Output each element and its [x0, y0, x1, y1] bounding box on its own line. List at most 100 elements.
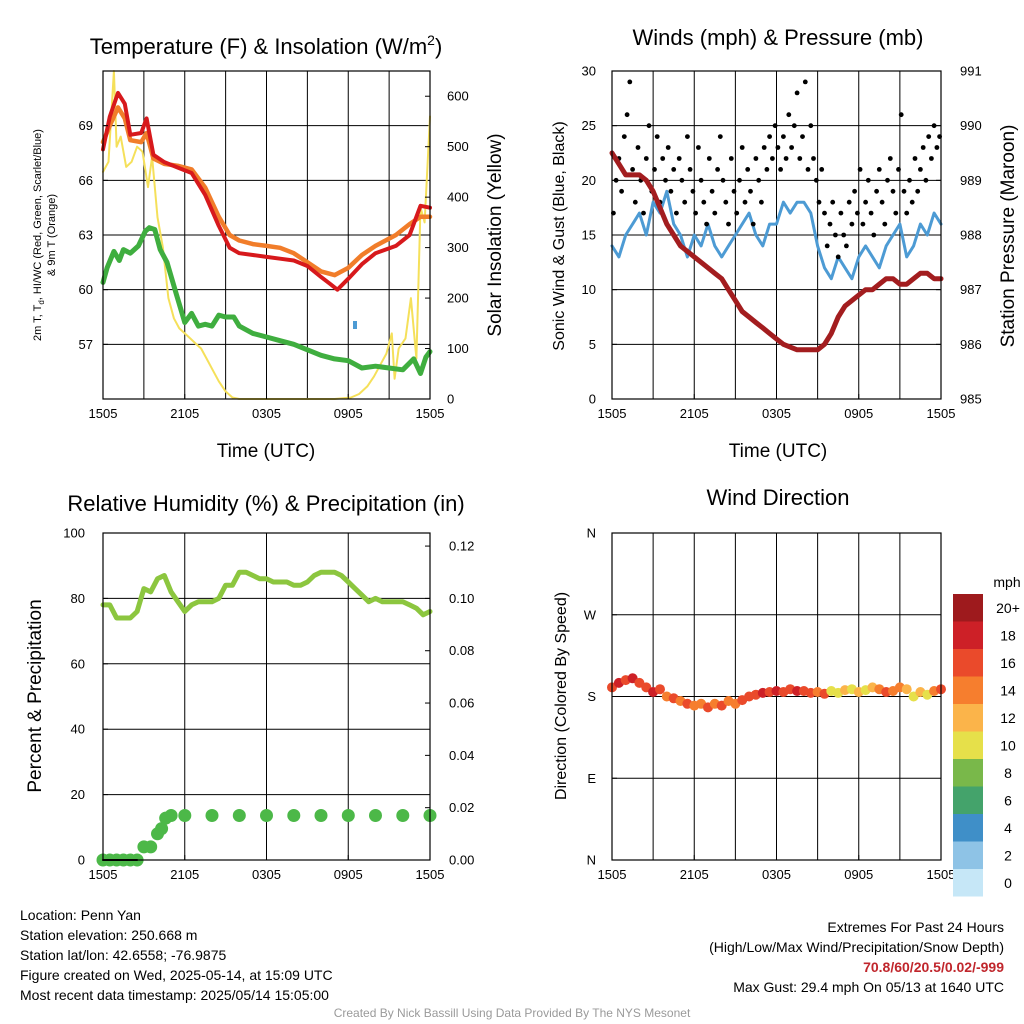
- y2-tick-label: 987: [960, 282, 982, 297]
- gust-point: [893, 210, 899, 216]
- pressure-series-line: [609, 150, 944, 353]
- colorbar-label: 16: [1000, 655, 1016, 671]
- y2-tick-label: 0.10: [449, 591, 474, 606]
- gust-point: [731, 188, 737, 194]
- y-tick-label: 25: [582, 118, 596, 133]
- x-tick-label: 0905: [334, 867, 363, 882]
- x-tick-label: 1505: [598, 867, 627, 882]
- station-elevation: Station elevation: 250.668 m: [20, 927, 198, 943]
- x-tick-label: 0305: [252, 406, 281, 421]
- colorbar: 0 2 4 6 8 10 12 14 16 18 20+ mph: [953, 574, 1021, 897]
- precip-point: [178, 809, 192, 822]
- gust-point: [682, 199, 688, 205]
- precip-point: [232, 809, 246, 822]
- gust-point: [759, 199, 764, 205]
- x-tick-label: 2105: [170, 867, 199, 882]
- gust-point: [635, 145, 641, 150]
- y2-tick-label: 0.12: [449, 539, 474, 554]
- chart-title: Relative Humidity (%) & Precipitation (i…: [67, 491, 464, 516]
- wind-series-line: [610, 189, 943, 281]
- y-tick-label: 20: [582, 173, 596, 188]
- gust-point: [857, 167, 863, 172]
- gust-point: [871, 232, 877, 238]
- gust-point: [720, 177, 726, 183]
- y-axis-label: Sonic Wind & Gust (Blue, Black): [551, 121, 568, 350]
- x-tick-label: 1505: [89, 867, 118, 882]
- gust-point: [885, 177, 890, 183]
- colorbar-swatch: [953, 621, 983, 649]
- gust-point: [811, 156, 816, 161]
- gust-point: [660, 156, 666, 161]
- y-tick-label: 0: [78, 853, 85, 868]
- y-tick-label: S: [587, 689, 596, 704]
- gust-point: [794, 90, 800, 96]
- y2-tick-label: 200: [447, 291, 469, 306]
- gust-point: [846, 199, 852, 205]
- y-tick-label: 63: [79, 228, 93, 243]
- gust-point: [865, 177, 871, 183]
- gust-point: [898, 112, 904, 118]
- y-tick-label: 15: [582, 228, 596, 243]
- y-tick-label: 5: [589, 337, 596, 352]
- extremes-title: Extremes For Past 24 Hours: [827, 919, 1004, 935]
- x-tick-label: 1505: [416, 867, 445, 882]
- y-tick-label: 20: [71, 787, 85, 802]
- y2-tick-label: 0.04: [449, 748, 474, 763]
- y2-tick-label: 300: [447, 240, 469, 255]
- colorbar-label: 4: [1004, 820, 1012, 836]
- colorbar-swatch: [953, 731, 983, 759]
- x-tick-label: 1505: [598, 406, 627, 421]
- gust-point: [808, 123, 814, 129]
- y-tick-label: N: [587, 853, 596, 868]
- x-tick-label: 0305: [252, 867, 281, 882]
- x-tick-label: 0905: [844, 406, 873, 421]
- y-axis-label-line1: 2m T, Td, HI/WC (Red, Green, Scarlet/Blu…: [32, 129, 46, 341]
- gust-point: [901, 188, 907, 194]
- precip-point: [287, 809, 301, 822]
- gust-point: [671, 167, 677, 172]
- insolation-series-line: [102, 70, 431, 400]
- x-tick-label: 1505: [416, 406, 445, 421]
- gust-point: [844, 243, 849, 249]
- gust-point: [830, 199, 836, 205]
- precip-point: [144, 840, 158, 854]
- gust-point: [929, 156, 934, 161]
- y-axis-label-line2: & 9m T (Orange): [46, 194, 58, 276]
- gust-point: [698, 177, 704, 183]
- colorbar-swatch: [953, 594, 983, 622]
- gust-point: [742, 199, 748, 205]
- gust-point: [860, 221, 866, 227]
- gust-point: [723, 199, 729, 205]
- gust-point: [931, 123, 937, 129]
- y-axis-label: Percent & Precipitation: [25, 599, 46, 792]
- gust-point: [890, 188, 896, 194]
- gust-point: [748, 188, 753, 194]
- y-tick-label: 69: [79, 118, 93, 133]
- y2-tick-label: 400: [447, 190, 469, 205]
- gust-point: [909, 199, 915, 205]
- y2-tick-label: 0.00: [449, 853, 474, 868]
- blue-point: [353, 321, 357, 329]
- gust-point: [712, 210, 718, 216]
- y-tick-label: 10: [582, 282, 596, 297]
- y-tick-label: 30: [582, 64, 596, 79]
- credit-line: Created By Nick Bassill Using Data Provi…: [333, 1006, 691, 1020]
- chart-title: Wind Direction: [706, 485, 849, 510]
- gust-point: [753, 156, 759, 161]
- gust-point: [654, 134, 660, 140]
- gust-point: [739, 145, 745, 150]
- gust-point: [685, 134, 690, 140]
- y-tick-label: 100: [63, 526, 85, 541]
- gust-point: [690, 188, 696, 194]
- gust-point: [756, 177, 762, 183]
- gust-point: [797, 156, 803, 161]
- station-location: Location: Penn Yan: [20, 907, 141, 923]
- gust-point: [770, 156, 775, 161]
- x-tick-label: 1505: [927, 867, 956, 882]
- humidity-chart: 0 20 40 60 80 100 0.00 0.02 0.04 0.06 0.08 0.10 0.12…: [25, 491, 474, 882]
- gust-point: [701, 199, 707, 205]
- direction-point: [655, 684, 665, 695]
- gust-point: [915, 188, 921, 194]
